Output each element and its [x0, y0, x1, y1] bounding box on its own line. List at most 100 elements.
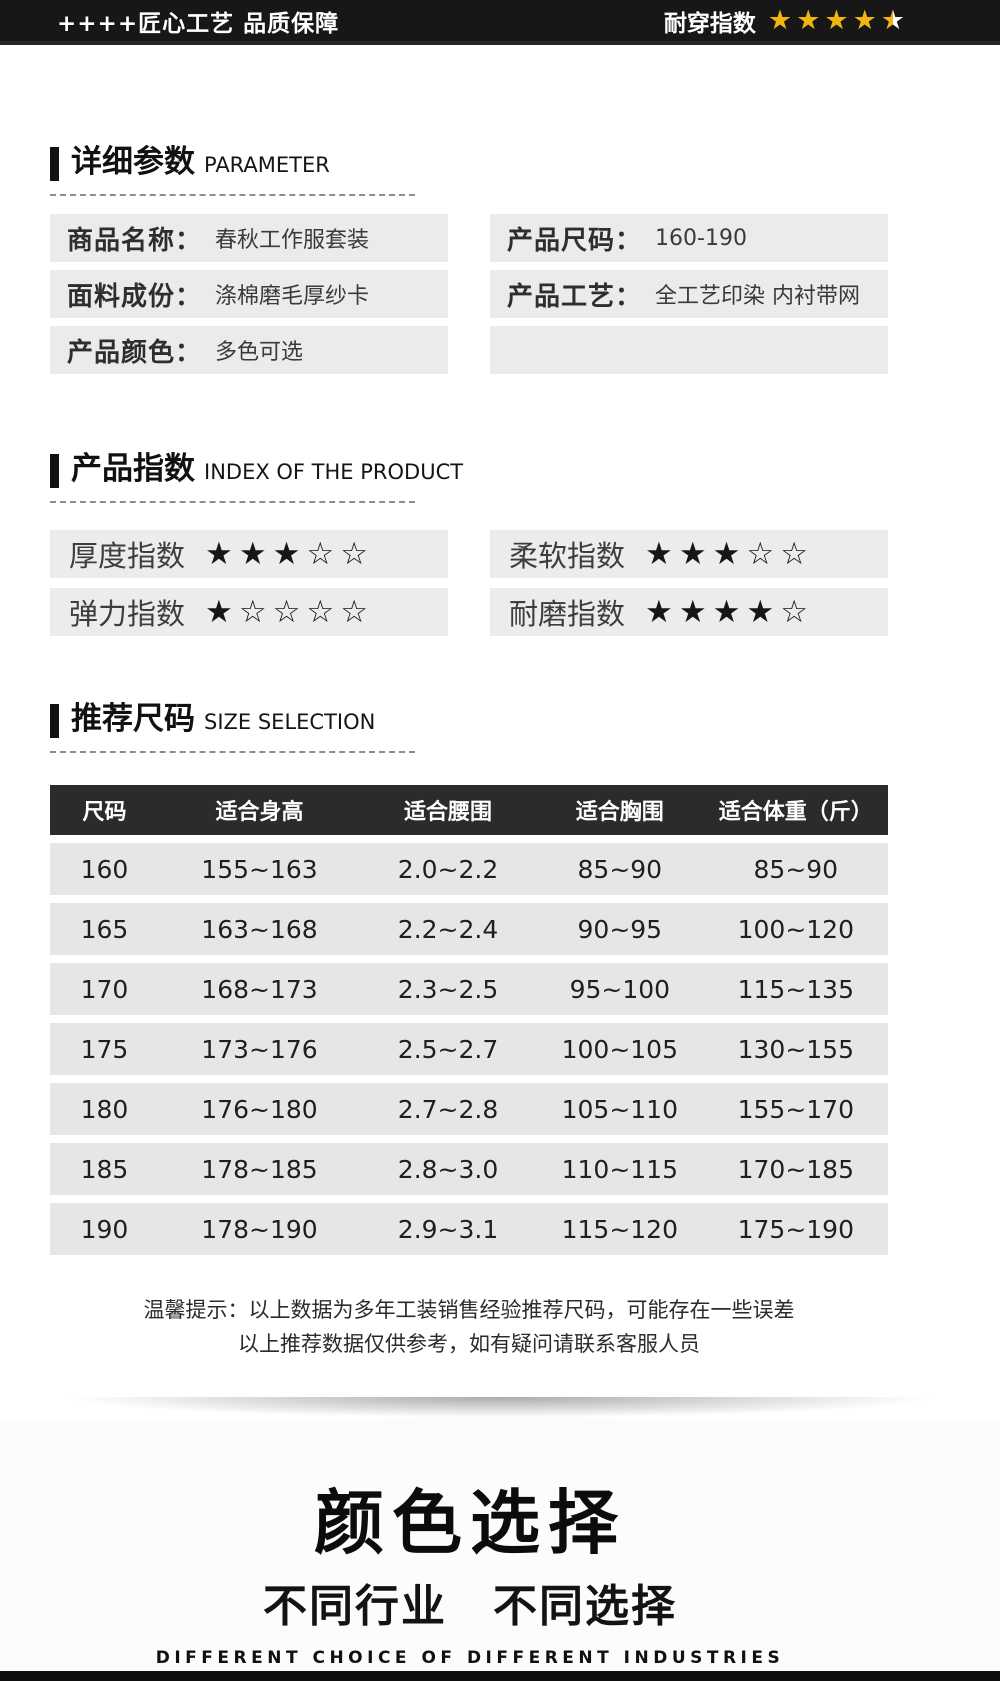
section-title: 产品指数 — [71, 451, 195, 487]
table-cell: 170~185 — [703, 1143, 888, 1195]
metric-abrasion: 耐磨指数 ★ ★ ★ ★ ☆ — [490, 588, 888, 636]
column-header: 适合体重（斤） — [703, 785, 888, 835]
dashed-rule — [50, 194, 415, 196]
metric-stars: ★ ★ ★ ☆ ☆ — [205, 535, 368, 572]
table-cell: 2.5~2.7 — [360, 1023, 537, 1075]
table-row: 175 173~176 2.5~2.7 100~105 130~155 — [50, 1023, 888, 1075]
param-label: 商品名称： — [67, 225, 203, 256]
param-box-craft: 产品工艺： 全工艺印染 内衬带网 — [490, 270, 888, 318]
metric-label: 柔软指数 — [509, 539, 626, 573]
index-section-heading: 产品指数 INDEX OF THE PRODUCT — [50, 450, 888, 488]
durability-stars: ★ ★ ★ ★ ★ — [768, 7, 905, 34]
dashed-rule — [50, 751, 415, 753]
star-icon: ★ — [238, 535, 267, 572]
star-icon: ★ — [712, 593, 741, 630]
table-cell: 115~135 — [703, 963, 888, 1015]
size-table: 尺码 适合身高 适合腰围 适合胸围 适合体重（斤） 160 155~163 2.0~2.2 8… — [50, 777, 888, 1263]
param-value: 全工艺印染 内衬带网 — [655, 284, 861, 309]
star-icon: ★ — [852, 5, 877, 36]
table-cell: 155~163 — [158, 843, 361, 895]
table-cell: 165 — [50, 903, 159, 955]
dashed-rule — [50, 501, 415, 503]
table-cell: 85~90 — [536, 843, 704, 895]
table-cell: 160 — [50, 843, 159, 895]
star-icon: ★ — [678, 593, 707, 630]
durability-label: 耐穿指数 — [663, 10, 756, 37]
star-icon: ★ — [796, 5, 821, 36]
spacer — [50, 1361, 888, 1397]
durability-rating: 耐穿指数 ★ ★ ★ ★ ★ — [664, 4, 905, 38]
param-value: 涤棉磨毛厚纱卡 — [215, 284, 370, 309]
param-label: 面料成份： — [67, 281, 203, 312]
index-grid: 厚度指数 ★ ★ ★ ☆ ☆ 柔软指数 ★ ★ ★ ☆ ☆ 弹力指数 ★ ☆ ☆ ☆ ☆ 耐磨指数 ★ ★… — [50, 530, 888, 636]
table-row: 170 168~173 2.3~2.5 95~100 115~135 — [50, 963, 888, 1015]
parameter-grid: 商品名称： 春秋工作服套装 产品尺码： 160-190 面料成份： 涤棉磨毛厚纱… — [50, 214, 888, 374]
metric-label: 耐磨指数 — [509, 597, 626, 631]
color-select-title: 颜色选择 — [314, 1482, 626, 1564]
param-label: 产品尺码： — [507, 225, 643, 256]
section-parameter: 详细参数 PARAMETER 商品名称： 春秋工作服套装 产品尺码： 160-1… — [50, 143, 888, 374]
table-cell: 85~90 — [703, 843, 888, 895]
table-cell: 2.9~3.1 — [360, 1203, 537, 1255]
column-header: 尺码 — [50, 785, 159, 835]
star-icon: ☆ — [306, 535, 335, 572]
table-cell: 2.3~2.5 — [360, 963, 537, 1015]
metric-softness: 柔软指数 ★ ★ ★ ☆ ☆ — [490, 530, 888, 578]
star-icon: ★ — [880, 5, 905, 36]
note-line-2: 以上推荐数据仅供参考，如有疑问请联系客服人员 — [238, 1332, 700, 1356]
star-icon: ☆ — [272, 593, 301, 630]
table-cell: 170 — [50, 963, 159, 1015]
section-size: 推荐尺码 SIZE SELECTION 尺码 适合身高 适合腰围 适合胸围 适合体重（斤… — [50, 700, 888, 1361]
section-index: 产品指数 INDEX OF THE PRODUCT 厚度指数 ★ ★ ★ ☆ ☆ 柔软指… — [50, 450, 888, 636]
metric-elasticity: 弹力指数 ★ ☆ ☆ ☆ ☆ — [50, 588, 448, 636]
table-cell: 180 — [50, 1083, 159, 1135]
star-icon: ★ — [712, 535, 741, 572]
star-icon: ★ — [645, 593, 673, 630]
star-icon: ☆ — [340, 593, 368, 630]
table-cell: 110~115 — [536, 1143, 704, 1195]
table-cell: 100~105 — [536, 1023, 704, 1075]
table-cell: 178~185 — [158, 1143, 361, 1195]
star-icon: ★ — [746, 593, 775, 630]
heading-bar — [50, 454, 59, 488]
bottom-black-bar — [0, 1671, 1000, 1681]
column-header: 适合胸围 — [536, 785, 704, 835]
table-cell: 163~168 — [158, 903, 361, 955]
param-value: 160-190 — [655, 225, 747, 251]
metric-thickness: 厚度指数 ★ ★ ★ ☆ ☆ — [50, 530, 448, 578]
table-row: 190 178~190 2.9~3.1 115~120 175~190 — [50, 1203, 888, 1255]
section-color-select: 颜色选择 不同行业 不同选择 DIFFERENT CHOICE OF DIFFE… — [0, 1419, 1000, 1681]
star-icon: ★ — [205, 593, 233, 630]
star-icon: ★ — [824, 5, 849, 36]
table-cell: 178~190 — [158, 1203, 361, 1255]
parameter-section-heading: 详细参数 PARAMETER — [50, 143, 888, 181]
param-box-color: 产品颜色： 多色可选 — [50, 326, 448, 374]
star-icon: ☆ — [780, 593, 808, 630]
metric-stars: ★ ☆ ☆ ☆ ☆ — [205, 593, 368, 630]
table-cell: 2.0~2.2 — [360, 843, 537, 895]
table-cell: 155~170 — [703, 1083, 888, 1135]
table-row: 160 155~163 2.0~2.2 85~90 85~90 — [50, 843, 888, 895]
star-icon: ★ — [205, 535, 233, 572]
param-value: 多色可选 — [215, 340, 304, 365]
param-value: 春秋工作服套装 — [215, 228, 370, 253]
table-cell: 176~180 — [158, 1083, 361, 1135]
param-box-empty — [490, 326, 888, 374]
heading-bar — [50, 704, 59, 738]
table-cell: 190 — [50, 1203, 159, 1255]
table-row: 180 176~180 2.7~2.8 105~110 155~170 — [50, 1083, 888, 1135]
size-table-body: 160 155~163 2.0~2.2 85~90 85~90 165 163~168 2.2… — [50, 843, 888, 1255]
metric-label: 厚度指数 — [69, 539, 186, 573]
column-header: 适合腰围 — [360, 785, 537, 835]
param-box-fabric: 面料成份： 涤棉磨毛厚纱卡 — [50, 270, 448, 318]
size-section-heading: 推荐尺码 SIZE SELECTION — [50, 700, 888, 738]
table-cell: 130~155 — [703, 1023, 888, 1075]
section-subtitle: INDEX OF THE PRODUCT — [204, 460, 464, 484]
table-cell: 115~120 — [536, 1203, 704, 1255]
star-icon: ☆ — [306, 593, 335, 630]
star-icon: ☆ — [340, 535, 368, 572]
table-row: 185 178~185 2.8~3.0 110~115 170~185 — [50, 1143, 888, 1195]
table-cell: 95~100 — [536, 963, 704, 1015]
card-shadow — [0, 1397, 1000, 1419]
table-cell: 175 — [50, 1023, 159, 1075]
